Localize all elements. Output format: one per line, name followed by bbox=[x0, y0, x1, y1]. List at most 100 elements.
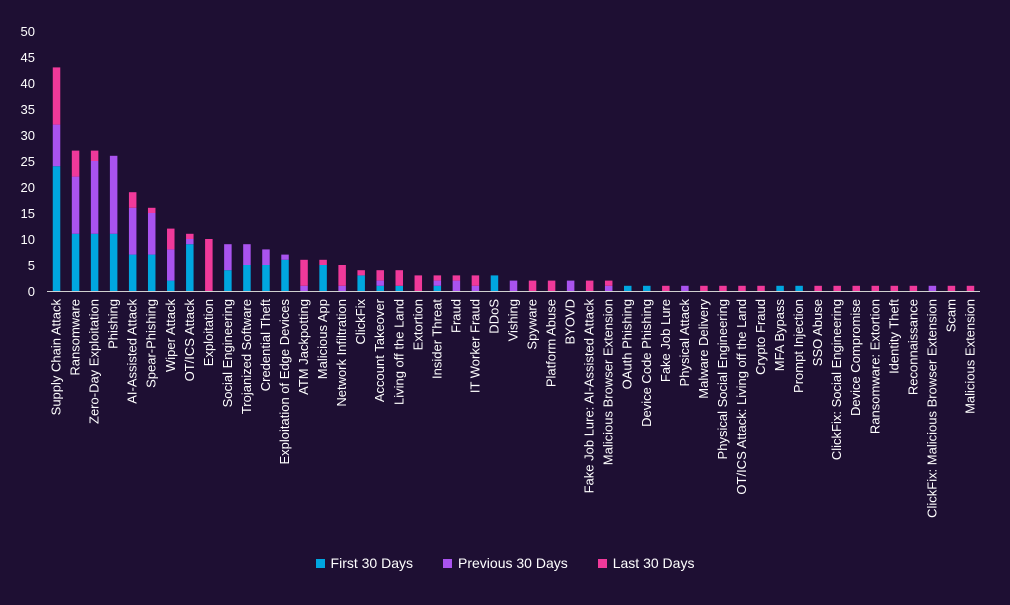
bar-segment-last-30-days bbox=[719, 285, 727, 291]
y-tick-label: 50 bbox=[21, 24, 35, 39]
bar-segment-last-30-days bbox=[147, 207, 156, 213]
x-tick-label: Supply Chain Attack bbox=[49, 299, 64, 416]
bar-segment-previous-30-days bbox=[147, 213, 156, 255]
legend: First 30 Days Previous 30 Days Last 30 D… bbox=[0, 555, 1010, 571]
x-tick-label: Malicious Extension bbox=[962, 299, 977, 414]
bar-segment-last-30-days bbox=[71, 150, 80, 177]
bar-segment-last-30-days bbox=[471, 275, 480, 286]
x-tick-label: Malicious Browser Extension bbox=[601, 299, 616, 465]
bar-segment-last-30-days bbox=[452, 275, 461, 281]
x-tick-label: Malicious App bbox=[315, 299, 330, 379]
x-tick-label: Social Engineering bbox=[220, 299, 235, 407]
x-tick-label: Device Compromise bbox=[848, 299, 863, 416]
bar-segment-last-30-days bbox=[871, 285, 880, 291]
bar-segment-last-30-days bbox=[433, 275, 442, 281]
bar-segment-last-30-days bbox=[357, 270, 365, 276]
bar-segment-first-30-days bbox=[433, 285, 442, 291]
bar-segment-previous-30-days bbox=[604, 285, 613, 291]
bar-segment-first-30-days bbox=[90, 233, 99, 291]
bar-segment-previous-30-days bbox=[167, 249, 175, 281]
x-tick-label: IT Worker Fraud bbox=[467, 299, 482, 393]
bar-segment-previous-30-days bbox=[433, 280, 442, 286]
bar-segment-first-30-days bbox=[643, 285, 651, 291]
bar-segment-previous-30-days bbox=[452, 280, 461, 291]
x-tick-label: Insider Threat bbox=[429, 299, 444, 379]
bar-segment-last-30-days bbox=[205, 239, 213, 291]
x-tick-label: AI-Assisted Attack bbox=[125, 299, 140, 404]
bar-segment-last-30-days bbox=[662, 285, 670, 291]
x-tick-label: Physical Attack bbox=[677, 299, 692, 387]
bar-segment-last-30-days bbox=[414, 275, 423, 291]
x-tick-label: OT/ICS Attack bbox=[182, 299, 197, 382]
bar-segment-last-30-days bbox=[585, 280, 594, 291]
bar-segment-previous-30-days bbox=[300, 285, 308, 291]
bar-segment-previous-30-days bbox=[471, 285, 480, 291]
bar-segment-last-30-days bbox=[700, 285, 708, 291]
x-tick-label: Platform Abuse bbox=[544, 299, 559, 387]
bar-segment-first-30-days bbox=[490, 275, 499, 291]
x-tick-label: Identity Theft bbox=[886, 299, 901, 374]
x-tick-label: Phishing bbox=[106, 299, 121, 349]
x-tick-label: Fraud bbox=[448, 299, 463, 333]
bar-segment-first-30-days bbox=[224, 270, 232, 291]
legend-label-previous-30-days: Previous 30 Days bbox=[458, 555, 568, 571]
bar-segment-previous-30-days bbox=[224, 244, 232, 271]
bar-segment-last-30-days bbox=[186, 233, 194, 239]
bar-segment-first-30-days bbox=[776, 285, 784, 291]
bar-segment-first-30-days bbox=[281, 259, 289, 291]
bar-segment-last-30-days bbox=[909, 285, 918, 291]
bar-segment-first-30-days bbox=[147, 254, 156, 291]
bar-segment-previous-30-days bbox=[90, 161, 99, 234]
bar-segment-last-30-days bbox=[738, 285, 746, 291]
y-tick-label: 15 bbox=[21, 206, 35, 221]
bar-segment-previous-30-days bbox=[376, 280, 384, 286]
x-tick-label: Crypto Fraud bbox=[753, 299, 768, 375]
bar-segment-previous-30-days bbox=[186, 239, 194, 245]
bar-segment-last-30-days bbox=[528, 280, 537, 291]
bar-segment-last-30-days bbox=[852, 285, 860, 291]
bar-segment-previous-30-days bbox=[281, 254, 289, 260]
bar-segment-first-30-days bbox=[357, 275, 365, 291]
x-tick-label: OT/ICS Attack: Living off the Land bbox=[734, 299, 749, 495]
x-tick-label: Trojanized Software bbox=[239, 299, 254, 414]
x-tick-label: Physical Social Engineering bbox=[715, 299, 730, 459]
y-tick-label: 20 bbox=[21, 180, 35, 195]
bar-segment-first-30-days bbox=[395, 285, 404, 291]
x-tick-label: Scam bbox=[943, 299, 958, 332]
y-tick-label: 40 bbox=[21, 76, 35, 91]
y-tick-label: 45 bbox=[21, 50, 35, 65]
x-tick-label: Ransomware: Extortion bbox=[867, 299, 882, 434]
legend-item-previous-30-days: Previous 30 Days bbox=[443, 555, 568, 571]
bar-segment-last-30-days bbox=[167, 228, 175, 250]
x-tick-label: Fake Job Lure bbox=[658, 299, 673, 382]
bar-segment-last-30-days bbox=[90, 150, 99, 161]
legend-label-last-30-days: Last 30 Days bbox=[612, 555, 695, 571]
legend-item-last-30-days: Last 30 Days bbox=[597, 555, 695, 571]
bar-segment-first-30-days bbox=[186, 244, 194, 291]
x-tick-label: Network Infiltration bbox=[334, 299, 349, 407]
x-tick-label: Account Takeover bbox=[372, 298, 387, 402]
bar-segment-previous-30-days bbox=[509, 280, 518, 291]
bar-segment-previous-30-days bbox=[566, 280, 575, 291]
bar-segment-last-30-days bbox=[376, 270, 384, 281]
bar-segment-last-30-days bbox=[814, 285, 822, 291]
x-tick-label: Credential Theft bbox=[258, 299, 273, 392]
bar-segment-first-30-days bbox=[52, 166, 61, 291]
x-tick-label: Spear-Phishing bbox=[144, 299, 159, 388]
x-tick-label: Fake Job Lure: AI-Assisted Attack bbox=[582, 299, 597, 494]
bar-segment-previous-30-days bbox=[52, 124, 61, 167]
y-tick-label: 10 bbox=[21, 232, 35, 247]
bar-segment-first-30-days bbox=[109, 233, 118, 291]
y-tick-label: 25 bbox=[21, 154, 35, 169]
y-tick-label: 30 bbox=[21, 128, 35, 143]
bar-segment-first-30-days bbox=[623, 285, 632, 291]
bar-segment-last-30-days bbox=[890, 285, 899, 291]
y-tick-label: 35 bbox=[21, 102, 35, 117]
x-tick-label: MFA Bypass bbox=[772, 299, 787, 372]
bar-segment-previous-30-days bbox=[128, 207, 137, 255]
x-tick-label: Wiper Attack bbox=[163, 299, 178, 372]
bar-segment-first-30-days bbox=[376, 285, 384, 291]
bar-segment-last-30-days bbox=[966, 285, 975, 291]
